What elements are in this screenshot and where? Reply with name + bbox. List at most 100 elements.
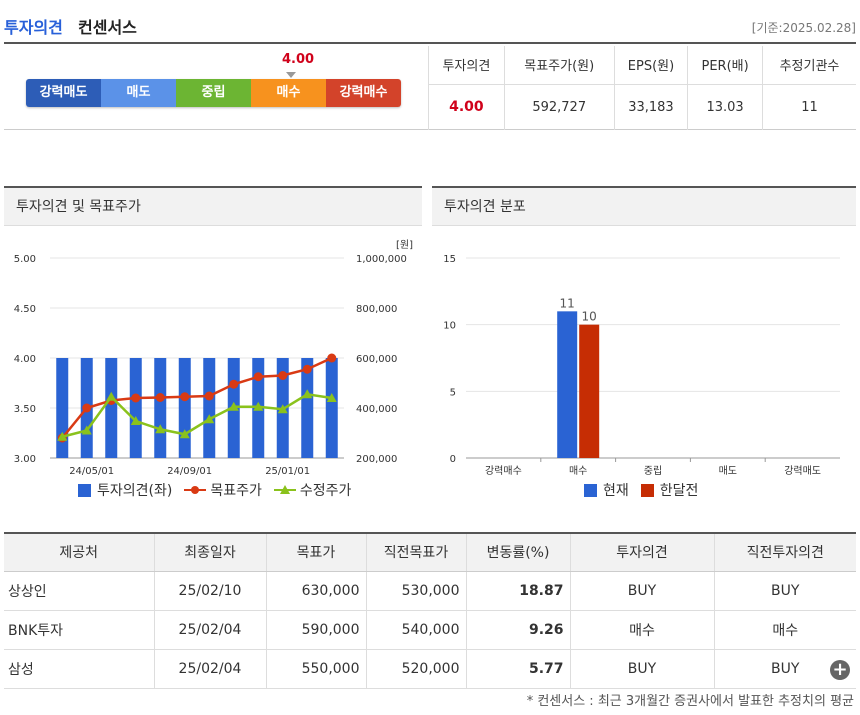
adjusted-price-point [130, 416, 141, 425]
col-eps: EPS(원) [613, 46, 688, 85]
adjusted-price-point [57, 431, 68, 441]
scale-strong-sell: 강력매도 [26, 79, 101, 107]
col-per: PER(배) [687, 46, 763, 85]
table-row: 상상인 25/02/10 630,000 530,000 18.87 BUY B… [4, 571, 856, 611]
provider: 상상인 [4, 571, 154, 611]
opinion-target-chart: 3.00 3.50 4.00 4.50 5.00 200,000 400,000 600,00… [14, 239, 413, 477]
opinion-bar [56, 358, 69, 458]
val-per: 13.03 [687, 84, 763, 130]
y-tick-label: 15 [443, 254, 456, 265]
scale-strong-buy: 강력매수 [326, 79, 401, 107]
x-tick-label: 강력매수 [485, 465, 522, 477]
col-change-rate: 변동률(%) [465, 533, 570, 572]
opinion: BUY [569, 571, 714, 611]
y-tick-label: 5 [450, 387, 456, 398]
y-right-unit-label: [원] [396, 239, 413, 251]
footnote: * 컨센서스 : 최근 3개월간 증권사에서 발표한 추정치의 평균 [526, 694, 854, 709]
legend-adjusted-price: 수정주가 [273, 480, 351, 500]
adjusted-price-point [228, 401, 239, 411]
val-opinion: 4.00 [428, 84, 505, 130]
y-left-tick-label: 3.50 [14, 404, 36, 415]
opinion-bar [105, 358, 118, 458]
col-target-price: 목표주가(원) [503, 46, 615, 85]
col-target: 목표가 [265, 533, 366, 572]
prev-opinion: BUY [713, 571, 856, 611]
table-row: 삼성 25/02/04 550,000 520,000 5.77 BUY BUY [4, 649, 856, 689]
legend-opinion: 투자의견(좌) [78, 480, 172, 500]
opinion-distribution-panel: 투자의견 분포 0 5 10 15 강력매수 매수 11 10 중립 매도 강력매도 현재 한달전 [432, 186, 856, 508]
x-tick-label: 매도 [719, 465, 737, 477]
opinion-bar [325, 358, 338, 458]
val-eps: 33,183 [613, 84, 688, 130]
adjusted-price-point [302, 389, 313, 399]
broker-table: 제공처 최종일자 목표가 직전목표가 변동률(%) 투자의견 직전투자의견 상상… [4, 532, 856, 689]
col-last-date: 최종일자 [153, 533, 266, 572]
opinion-target-panel: 투자의견 및 목표주가 3.00 3.50 4.00 4.50 5.00 200,000 4… [4, 186, 422, 508]
last-date: 25/02/10 [153, 571, 266, 611]
col-prev-opinion: 직전투자의견 [713, 533, 856, 572]
chart-left-legend: 투자의견(좌) 목표주가 수정주가 [78, 480, 363, 500]
more-plus-icon[interactable]: + [830, 660, 850, 680]
x-tick-label: 24/05/01 [69, 466, 114, 477]
prev-opinion: 매수 [713, 610, 856, 650]
col-estimators: 추정기관수 [761, 46, 856, 85]
header-title-blue: 투자의견 [4, 18, 63, 37]
adjusted-price-line [61, 392, 332, 438]
y-left-tick-label: 3.00 [14, 454, 36, 465]
opinion-target-title: 투자의견 및 목표주가 [4, 188, 422, 226]
adjusted-price-point [155, 424, 166, 434]
y-tick-label: 10 [443, 321, 456, 332]
target-price-point [229, 379, 239, 389]
legend-current: 현재 [584, 480, 629, 500]
col-opinion: 투자의견 [569, 533, 714, 572]
y-right-tick-label: 800,000 [356, 304, 397, 315]
provider: BNK투자 [4, 610, 154, 650]
header-title-dark: 컨센서스 [78, 18, 137, 37]
opinion-bar [129, 358, 142, 458]
adjusted-price-point [326, 393, 337, 402]
bar-value-label: 10 [582, 310, 597, 324]
target-price-point [302, 364, 312, 374]
x-tick-label: 25/01/01 [265, 466, 310, 477]
adjusted-price-point [81, 425, 92, 435]
adjusted-price-point [106, 391, 117, 401]
target: 630,000 [265, 571, 366, 611]
target-price-point [278, 371, 288, 380]
opinion-bar [154, 358, 167, 458]
opinion: 매수 [569, 610, 714, 650]
change-rate: 9.26 [465, 610, 570, 650]
opinion-distribution-title: 투자의견 분포 [432, 188, 856, 226]
consensus-header: 투자의견 컨센서스 [기준:2025.02.28] [4, 8, 856, 44]
x-tick-label: 매수 [569, 465, 587, 477]
target-price-point [180, 392, 190, 402]
change-rate: 18.87 [465, 571, 570, 611]
x-tick-label: 24/09/01 [167, 466, 212, 477]
last-date: 25/02/04 [153, 649, 266, 689]
target: 590,000 [265, 610, 366, 650]
adjusted-price-point [253, 401, 264, 411]
y-right-tick-label: 200,000 [356, 454, 397, 465]
adjusted-price-point [277, 404, 288, 414]
y-left-tick-label: 4.50 [14, 304, 36, 315]
reference-date: [기준:2025.02.28] [751, 21, 856, 35]
y-right-tick-label: 400,000 [356, 404, 397, 415]
col-opinion: 투자의견 [428, 46, 505, 85]
target-price-point [327, 353, 337, 363]
val-target-price: 592,727 [503, 84, 615, 130]
y-right-tick-label: 1,000,000 [356, 254, 407, 265]
provider: 삼성 [4, 649, 154, 689]
x-tick-label: 중립 [644, 464, 662, 477]
month-ago-bar [579, 324, 600, 458]
prev-target: 520,000 [365, 649, 466, 689]
current-bar [557, 311, 578, 458]
prev-target: 530,000 [365, 571, 466, 611]
col-prev-target: 직전목표가 [365, 533, 466, 572]
target: 550,000 [265, 649, 366, 689]
opinion: BUY [569, 649, 714, 689]
adjusted-price-point [179, 429, 190, 439]
opinion-bar [203, 358, 216, 458]
y-left-tick-label: 5.00 [14, 254, 36, 265]
consensus-table: 투자의견 목표주가(원) EPS(원) PER(배) 추정기관수 4.00 59… [428, 46, 856, 130]
y-left-tick-label: 4.00 [14, 354, 36, 365]
legend-month-ago: 한달전 [640, 480, 698, 500]
